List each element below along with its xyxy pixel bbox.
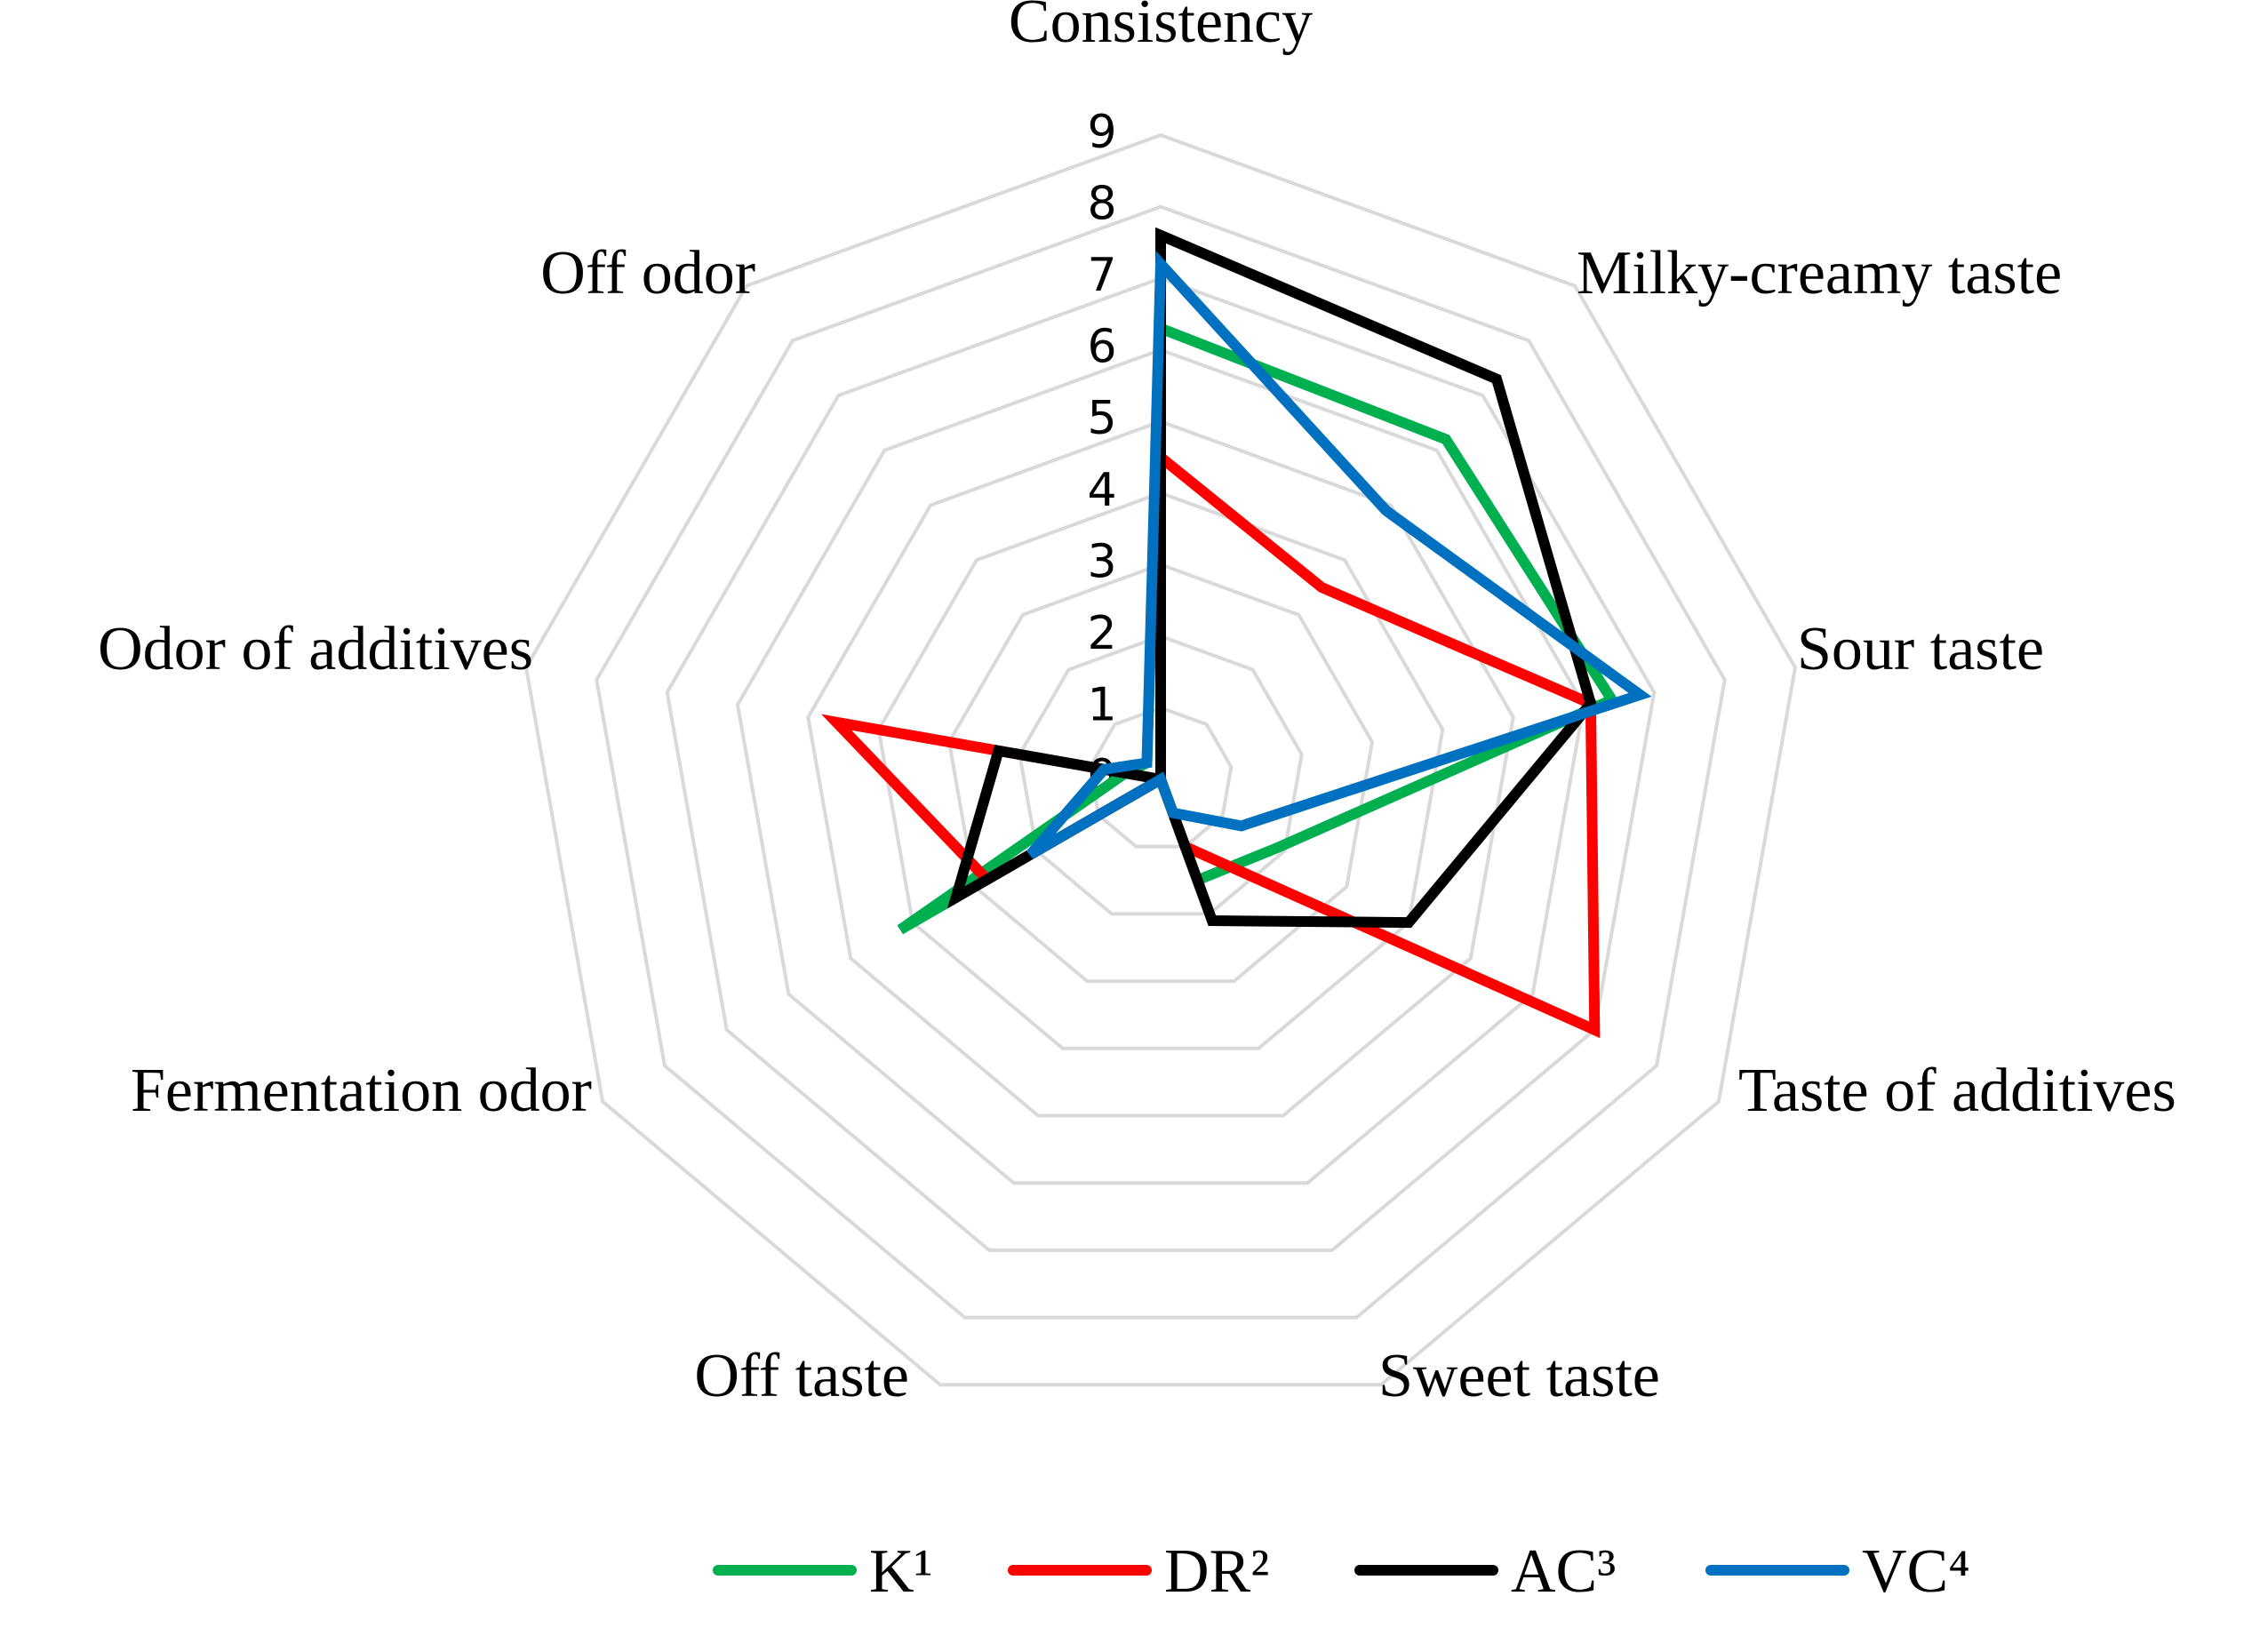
axis-label-taste-of-additives: Taste of additives (1738, 1057, 2176, 1125)
grid-ring-5 (806, 419, 1515, 1118)
grid-ring-2 (1018, 634, 1304, 916)
tick-label-1: 1 (1087, 678, 1116, 731)
legend-label-2: DR² (1164, 1537, 1269, 1606)
axis-label-odor-of-additives: Odor of additives (98, 615, 533, 683)
series-layer (821, 227, 1652, 1039)
legend-label-1: K¹ (869, 1537, 933, 1606)
tick-label-4: 4 (1087, 464, 1116, 517)
grid-layer (523, 132, 1798, 1387)
tick-label-9: 9 (1087, 106, 1116, 159)
axis-label-off-odor: Off odor (540, 239, 755, 307)
axis-label-off-taste: Off taste (694, 1342, 909, 1410)
series-line-4 (1026, 250, 1652, 859)
tick-label-5: 5 (1087, 392, 1116, 445)
legend-label-3: AC³ (1511, 1537, 1616, 1606)
legend: K¹ DR² AC³ VC⁴ (713, 1537, 1970, 1606)
series-line-3 (946, 227, 1597, 929)
axis-label-consistency: Consistency (1009, 0, 1313, 56)
grid-ring-1 (1088, 706, 1234, 849)
grid-ring-3 (946, 563, 1375, 984)
axis-label-milky-creamy-taste: Milky-creamy taste (1577, 239, 2062, 307)
grid-ring-7 (665, 275, 1657, 1252)
tick-label-7: 7 (1087, 249, 1116, 302)
axis-label-sweet-taste: Sweet taste (1378, 1342, 1660, 1410)
grid-ring-6 (735, 347, 1586, 1185)
tick-label-3: 3 (1087, 535, 1116, 588)
legend-label-4: VC⁴ (1862, 1537, 1970, 1606)
tick-label-8: 8 (1087, 178, 1116, 231)
axis-label-fermentation-odor: Fermentation odor (131, 1057, 592, 1125)
axis-label-sour-taste: Sour taste (1797, 615, 2044, 683)
grid-ring-8 (595, 204, 1727, 1320)
axis-labels: Consistency Milky-creamy taste Sour taste T… (98, 0, 2176, 1410)
grid-ring-4 (876, 491, 1445, 1050)
grid-ring-9 (523, 132, 1798, 1387)
tick-label-6: 6 (1087, 321, 1116, 374)
tick-label-2: 2 (1087, 607, 1116, 660)
